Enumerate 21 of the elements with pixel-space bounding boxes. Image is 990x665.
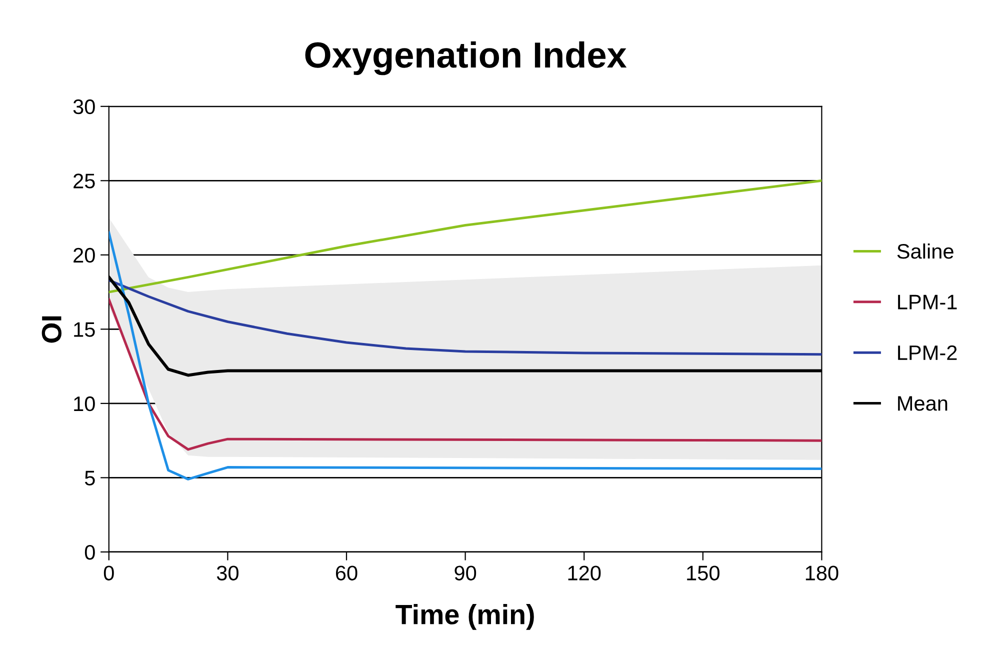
x-tick-label: 150 (687, 566, 720, 580)
x-tick-label: 120 (568, 566, 601, 580)
x-tick-label: 30 (216, 566, 238, 580)
x-tick-label: 90 (454, 566, 476, 580)
y-tick-label: 0 (84, 544, 95, 560)
y-tick-label: 25 (74, 174, 95, 188)
y-tick-label: 10 (74, 396, 95, 412)
y-tick-label: 30 (73, 99, 95, 114)
x-axis-title: Time (min) (396, 604, 534, 630)
legend-label: Saline (897, 243, 954, 259)
y-axis-title: OI (42, 316, 62, 343)
legend-label: Mean (898, 396, 948, 411)
x-tick-label: 180 (806, 566, 838, 580)
legend-label: LPM-2 (898, 345, 957, 360)
chart-title: Oxygenation Index (305, 41, 627, 76)
x-tick-label: 0 (104, 566, 114, 580)
y-tick-label: 20 (74, 248, 95, 263)
y-tick-label: 15 (74, 322, 95, 337)
legend-label: LPM-1 (898, 294, 957, 310)
y-tick-label: 5 (84, 470, 95, 486)
x-tick-label: 60 (336, 566, 358, 580)
